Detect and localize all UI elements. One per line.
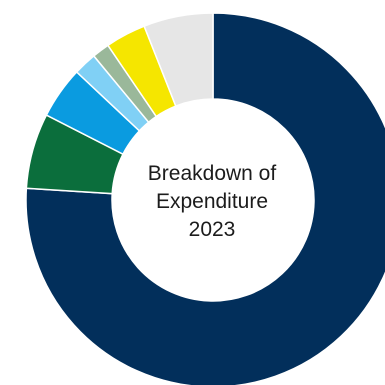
chart-title-line-2: Expenditure [155, 190, 269, 213]
chart-title: Breakdown of Expenditure 2023 [112, 160, 312, 244]
chart-title-line-1: Breakdown of [147, 162, 277, 185]
chart-title-line-3: 2023 [188, 218, 236, 241]
donut-slice-1 [25, 12, 385, 385]
donut-slice-7 [143, 12, 214, 108]
